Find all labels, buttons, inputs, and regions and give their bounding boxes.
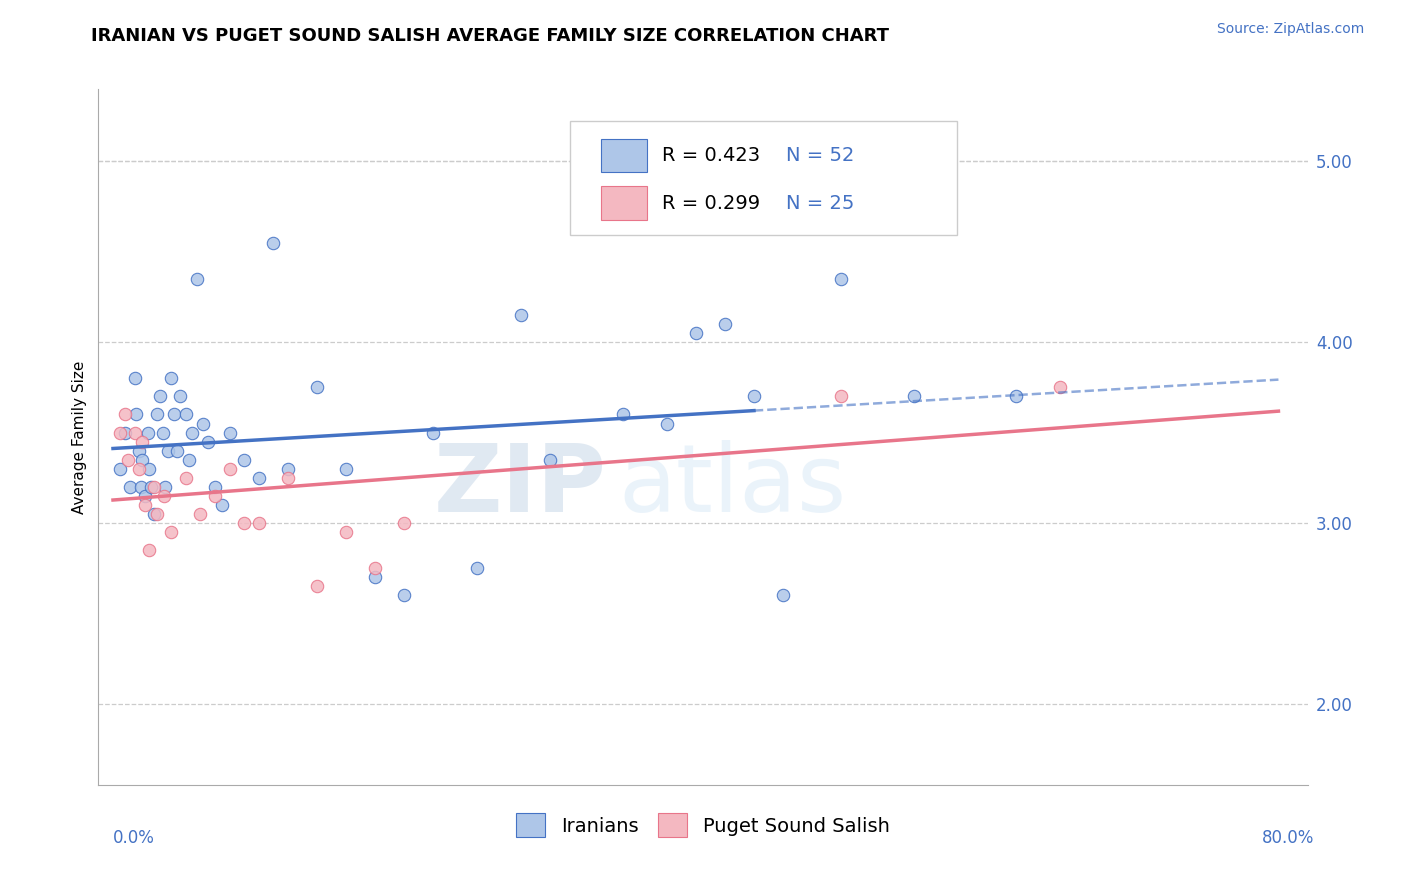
Y-axis label: Average Family Size: Average Family Size [72, 360, 87, 514]
Point [114, 425, 136, 440]
Point [305, 380, 328, 394]
Point [124, 371, 146, 385]
Point [160, 524, 183, 539]
Point [1049, 380, 1071, 394]
Point [233, 452, 256, 467]
Point [145, 408, 167, 422]
Point [538, 452, 561, 467]
Point [134, 498, 156, 512]
Point [830, 389, 852, 403]
Point [139, 480, 162, 494]
Point [262, 235, 284, 250]
Point [211, 498, 233, 512]
Point [364, 561, 387, 575]
Point [218, 461, 240, 475]
Legend: Iranians, Puget Sound Salish: Iranians, Puget Sound Salish [509, 805, 897, 845]
Point [364, 570, 387, 584]
Point [131, 452, 153, 467]
Point [509, 308, 531, 322]
Point [131, 434, 153, 449]
Point [124, 425, 146, 440]
Point [110, 425, 132, 440]
Point [160, 371, 183, 385]
Point [174, 471, 197, 485]
Point [465, 561, 488, 575]
Text: atlas: atlas [619, 440, 846, 532]
Point [742, 389, 765, 403]
Point [138, 543, 160, 558]
FancyBboxPatch shape [602, 186, 647, 219]
Point [422, 425, 444, 440]
Point [157, 443, 180, 458]
Point [247, 471, 270, 485]
Point [772, 588, 794, 602]
Point [197, 434, 219, 449]
Point [204, 480, 226, 494]
Text: 80.0%: 80.0% [1263, 829, 1315, 847]
Point [169, 389, 191, 403]
Point [129, 480, 152, 494]
Text: N = 25: N = 25 [786, 194, 855, 212]
Point [714, 317, 737, 331]
Point [114, 408, 136, 422]
FancyBboxPatch shape [569, 120, 957, 235]
Point [138, 461, 160, 475]
Point [685, 326, 707, 341]
Point [394, 516, 416, 530]
Point [128, 461, 150, 475]
Point [145, 507, 167, 521]
Point [305, 579, 328, 593]
Point [174, 408, 197, 422]
Point [830, 272, 852, 286]
Point [1005, 389, 1028, 403]
Point [136, 425, 159, 440]
Text: R = 0.423: R = 0.423 [662, 146, 761, 165]
Point [180, 425, 202, 440]
Point [125, 408, 148, 422]
Text: ZIP: ZIP [433, 440, 606, 532]
Point [152, 425, 174, 440]
Text: Source: ZipAtlas.com: Source: ZipAtlas.com [1216, 22, 1364, 37]
Point [277, 471, 299, 485]
Point [335, 461, 357, 475]
Text: 0.0%: 0.0% [112, 829, 155, 847]
Point [247, 516, 270, 530]
Point [612, 408, 634, 422]
Point [233, 516, 256, 530]
Point [394, 588, 416, 602]
FancyBboxPatch shape [602, 139, 647, 172]
Point [142, 480, 165, 494]
Point [149, 389, 172, 403]
Point [163, 408, 186, 422]
Point [120, 480, 142, 494]
Point [117, 452, 139, 467]
Point [142, 507, 165, 521]
Point [204, 489, 226, 503]
Point [903, 389, 925, 403]
Point [277, 461, 299, 475]
Point [190, 507, 212, 521]
Point [186, 272, 208, 286]
Text: IRANIAN VS PUGET SOUND SALISH AVERAGE FAMILY SIZE CORRELATION CHART: IRANIAN VS PUGET SOUND SALISH AVERAGE FA… [91, 27, 890, 45]
Point [193, 417, 215, 431]
Point [335, 524, 357, 539]
Point [128, 443, 150, 458]
Point [218, 425, 240, 440]
Text: R = 0.299: R = 0.299 [662, 194, 761, 212]
Point [655, 417, 678, 431]
Point [134, 489, 156, 503]
Point [166, 443, 188, 458]
Text: N = 52: N = 52 [786, 146, 855, 165]
Point [110, 461, 132, 475]
Point [177, 452, 200, 467]
Point [153, 489, 176, 503]
Point [155, 480, 177, 494]
